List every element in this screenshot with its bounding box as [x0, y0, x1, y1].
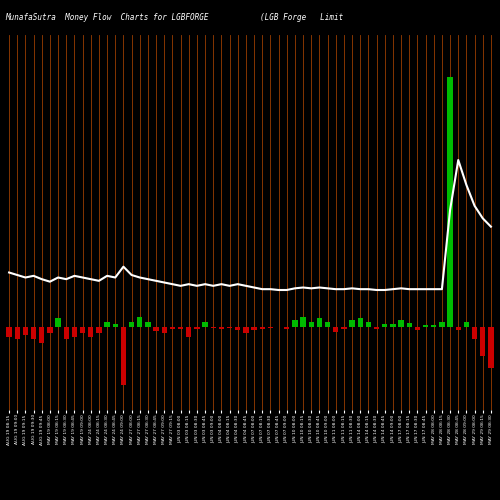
Bar — [440, 322, 444, 326]
Bar — [31, 326, 36, 339]
Bar — [162, 326, 167, 334]
Bar — [252, 326, 256, 330]
Bar — [292, 320, 298, 326]
Bar — [260, 326, 265, 329]
Bar — [178, 326, 183, 329]
Bar — [227, 326, 232, 328]
Bar — [194, 326, 200, 329]
Bar — [48, 326, 52, 334]
Bar — [219, 326, 224, 329]
Bar — [235, 326, 240, 330]
Bar — [448, 76, 452, 326]
Bar — [423, 325, 428, 326]
Bar — [284, 326, 290, 329]
Bar — [480, 326, 486, 356]
Bar — [6, 326, 12, 336]
Bar — [88, 326, 94, 336]
Bar — [268, 326, 273, 328]
Bar — [317, 318, 322, 326]
Bar — [64, 326, 69, 339]
Bar — [121, 326, 126, 385]
Bar — [170, 326, 175, 329]
Bar — [137, 316, 142, 326]
Bar — [244, 326, 248, 334]
Bar — [129, 322, 134, 326]
Bar — [39, 326, 44, 344]
Bar — [112, 324, 118, 326]
Bar — [80, 326, 85, 334]
Bar — [210, 326, 216, 328]
Bar — [488, 326, 494, 368]
Bar — [366, 322, 371, 326]
Bar — [472, 326, 477, 339]
Bar — [415, 326, 420, 330]
Bar — [431, 325, 436, 326]
Bar — [390, 324, 396, 326]
Text: (LGB Forge   Limit: (LGB Forge Limit — [260, 14, 343, 22]
Bar — [374, 326, 379, 329]
Bar — [398, 320, 404, 326]
Bar — [96, 326, 102, 334]
Bar — [14, 326, 20, 339]
Bar — [146, 322, 150, 326]
Bar — [358, 318, 363, 326]
Bar — [23, 326, 28, 335]
Bar — [350, 320, 354, 326]
Text: MunafaSutra  Money Flow  Charts for LGBFORGE: MunafaSutra Money Flow Charts for LGBFOR… — [5, 14, 208, 22]
Bar — [300, 316, 306, 326]
Bar — [406, 324, 412, 326]
Bar — [202, 322, 207, 326]
Bar — [154, 326, 158, 331]
Bar — [342, 326, 346, 329]
Bar — [104, 322, 110, 326]
Bar — [382, 324, 388, 326]
Bar — [333, 326, 338, 332]
Bar — [56, 318, 60, 326]
Bar — [72, 326, 77, 336]
Bar — [464, 322, 469, 326]
Bar — [186, 326, 192, 336]
Bar — [276, 326, 281, 328]
Bar — [308, 322, 314, 326]
Bar — [325, 322, 330, 326]
Bar — [456, 326, 461, 330]
